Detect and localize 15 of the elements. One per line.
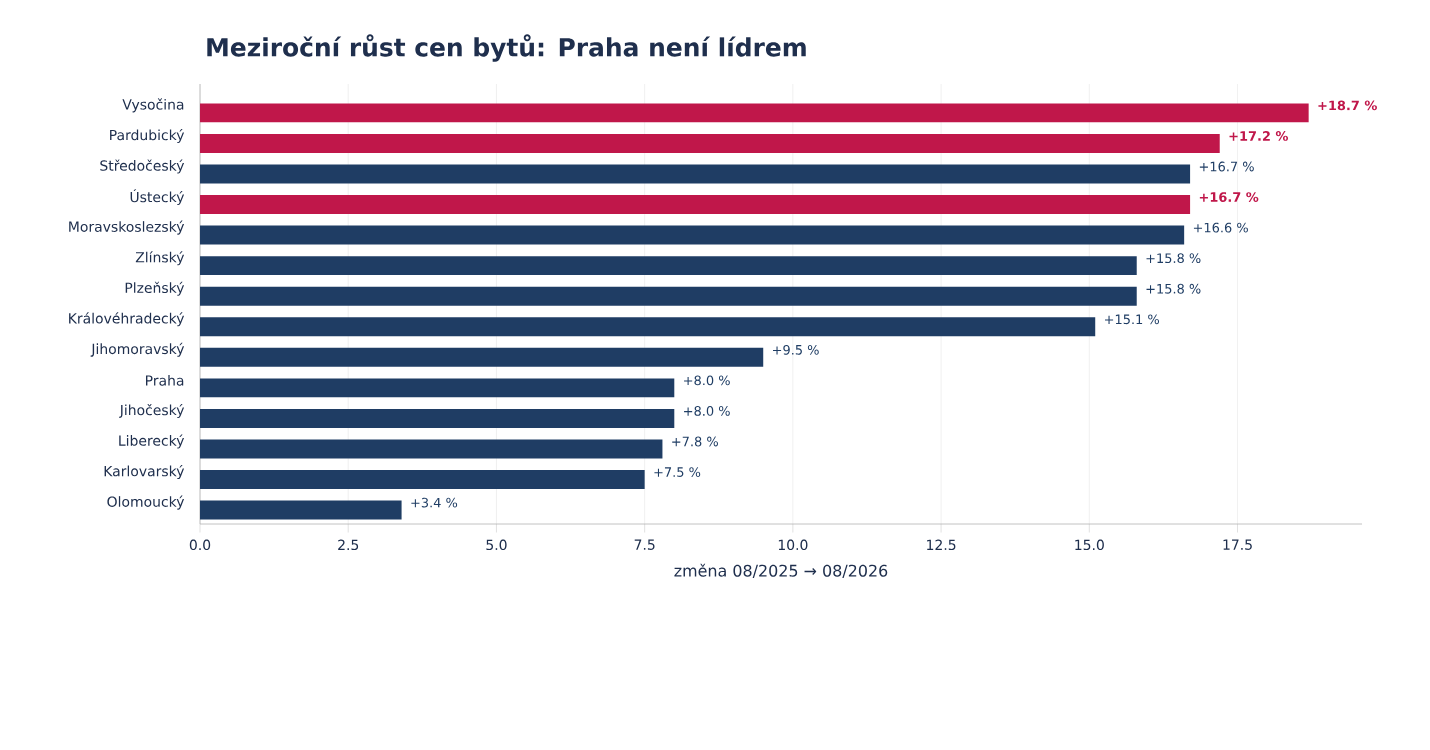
bar <box>200 133 1220 153</box>
bar <box>200 195 1191 215</box>
bar <box>200 408 675 428</box>
bar <box>200 378 675 398</box>
bar <box>200 347 764 367</box>
bar <box>200 225 1185 245</box>
bar <box>200 286 1137 306</box>
bar <box>200 164 1191 184</box>
bar <box>200 500 402 520</box>
bar <box>200 317 1096 337</box>
chart-title: Meziroční růst cen bytů: Praha není lídrem <box>207 34 806 62</box>
bar <box>200 470 645 490</box>
bar <box>200 103 1309 123</box>
bar <box>200 256 1137 276</box>
bar <box>200 439 663 459</box>
